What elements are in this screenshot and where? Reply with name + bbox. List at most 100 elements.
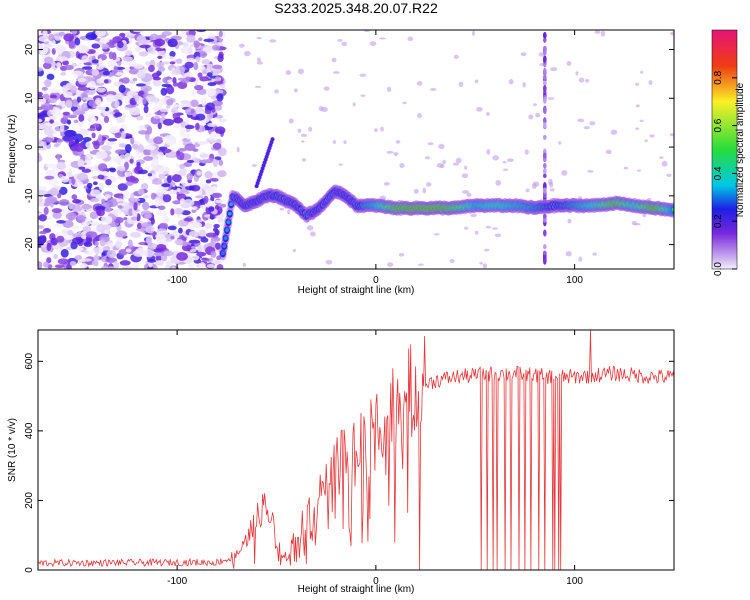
spectrogram-y-tick-label: -10	[24, 188, 35, 203]
noise-blob	[137, 144, 144, 153]
noise-blob	[142, 195, 149, 199]
noise-blob	[186, 159, 195, 164]
speckle	[453, 54, 459, 59]
noise-blob	[90, 221, 95, 226]
noise-blob	[138, 51, 149, 57]
speckle	[297, 128, 302, 133]
noise-blob	[140, 183, 149, 190]
noise-blob	[171, 174, 182, 183]
noise-blob	[176, 187, 181, 192]
speckle	[666, 173, 672, 177]
noise-blob	[209, 177, 219, 182]
interference-blob	[543, 45, 547, 53]
noise-blob	[78, 166, 86, 170]
speckle	[495, 179, 502, 186]
noise-blob	[88, 80, 96, 90]
noise-blob	[38, 196, 43, 203]
noise-blob	[151, 181, 164, 185]
noise-blob	[69, 261, 77, 266]
noise-blob	[68, 138, 74, 145]
noise-blob	[161, 148, 172, 154]
noise-blob	[181, 30, 186, 36]
noise-blob	[76, 215, 86, 223]
noise-blob	[195, 122, 200, 131]
noise-blob	[121, 56, 134, 62]
speckle	[648, 80, 653, 86]
noise-blob	[96, 156, 103, 160]
speckle	[310, 231, 316, 237]
noise-blob	[56, 138, 64, 143]
speckle	[649, 134, 655, 138]
noise-blob	[91, 247, 104, 255]
noise-blob	[199, 98, 206, 103]
speckle	[483, 248, 490, 252]
noise-blob	[207, 72, 213, 77]
noise-blob	[67, 169, 73, 177]
noise-blob	[154, 260, 164, 266]
speckle	[279, 207, 285, 211]
noise-blob	[129, 158, 134, 164]
noise-blob	[71, 30, 78, 35]
noise-blob	[216, 264, 224, 269]
noise-blob	[42, 137, 54, 143]
noise-blob	[204, 170, 213, 179]
noise-blob	[153, 136, 164, 145]
noise-blob	[103, 116, 110, 124]
interference-blob	[543, 50, 547, 56]
noise-blob	[169, 50, 176, 58]
noise-blob	[205, 102, 215, 111]
noise-blob	[150, 217, 155, 225]
noise-blob	[89, 211, 99, 220]
speckle	[474, 230, 479, 235]
noise-blob	[166, 175, 172, 184]
colorbar-tick-label: 0.0	[713, 262, 724, 276]
noise-blob	[125, 248, 132, 253]
speckle	[402, 101, 407, 105]
speckle	[531, 183, 537, 189]
chart-title: S233.2025.348.20.07.R22	[274, 0, 438, 16]
noise-blob	[53, 253, 58, 260]
noise-blob	[96, 64, 104, 70]
speckle	[417, 113, 422, 119]
noise-blob	[212, 227, 218, 233]
noise-blob	[38, 235, 47, 244]
noise-blob	[128, 68, 140, 75]
snr-frame	[37, 329, 675, 571]
colorbar-tick-label: 0.6	[713, 118, 724, 132]
noise-blob	[178, 167, 187, 177]
speckle	[502, 160, 507, 164]
noise-blob	[48, 115, 57, 121]
noise-blob	[185, 133, 191, 140]
speckle	[589, 121, 596, 126]
speckle	[491, 227, 498, 230]
noise-blob	[170, 208, 175, 216]
speckle	[520, 52, 527, 57]
noise-blob	[114, 240, 123, 249]
noise-blob	[71, 62, 78, 67]
noise-blob	[43, 127, 54, 136]
noise-blob	[124, 143, 132, 153]
noise-blob	[114, 208, 122, 213]
noise-blob	[94, 205, 106, 211]
noise-blob	[145, 145, 156, 151]
noise-blob	[163, 250, 174, 257]
speckle	[359, 73, 367, 77]
speckle	[549, 188, 555, 192]
noise-blob	[95, 30, 107, 37]
noise-blob	[169, 61, 176, 65]
noise-blob	[156, 152, 164, 159]
colorbar-tick-label: 0.4	[713, 166, 724, 180]
snr-line	[38, 330, 674, 570]
noise-blob	[201, 59, 211, 65]
noise-blob	[183, 217, 193, 222]
noise-blob	[136, 222, 142, 230]
noise-blob	[155, 187, 164, 197]
speckle	[413, 188, 419, 194]
speckle	[464, 165, 468, 171]
noise-blob	[136, 161, 141, 168]
spectrogram-x-tick-label: 0	[373, 275, 379, 286]
speckle	[308, 126, 313, 132]
noise-blob	[217, 170, 227, 178]
noise-blob	[180, 178, 185, 185]
noise-blob	[61, 228, 69, 235]
